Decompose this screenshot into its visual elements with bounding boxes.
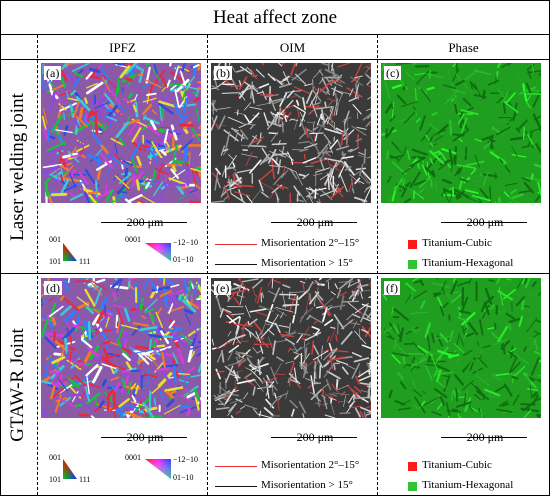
scale-bar-label: 200 μm — [126, 215, 164, 229]
legend-swatch-hexagonal — [408, 260, 417, 269]
scale-bar-label: 200 μm — [296, 215, 334, 229]
panel-ipfz-laser: (a) — [41, 63, 201, 203]
column-header-ipfz: IPFZ — [109, 40, 136, 55]
legend-label: Titanium-Cubic — [422, 459, 492, 471]
legend-label: Misorientation > 15° — [261, 479, 353, 491]
legend-line-low-angle — [215, 466, 257, 467]
panel-label: (f) — [384, 281, 400, 295]
column-divider — [37, 35, 38, 495]
legend-label: Titanium-Hexagonal — [422, 257, 514, 269]
ipf-legend-gtaw: 001 101 111 0001 −12−10 01−10 — [41, 453, 201, 489]
row-label-laser: Laser welding joint — [7, 92, 28, 241]
column-divider — [377, 35, 378, 495]
panel-label: (b) — [214, 66, 232, 80]
legend-line-high-angle — [215, 264, 257, 265]
scale-bar — [101, 437, 187, 438]
scale-bar — [441, 437, 527, 438]
column-header-phase: Phase — [448, 40, 479, 55]
scale-bar — [271, 222, 357, 223]
panel-label: (c) — [384, 66, 402, 80]
scale-bar-label: 200 μm — [126, 430, 164, 444]
legend-line-low-angle — [215, 244, 257, 245]
scale-bar — [441, 222, 527, 223]
panel-phase-laser: (c) — [381, 63, 541, 203]
scale-bar — [271, 437, 357, 438]
legend-label: Misorientation 2°–15° — [261, 459, 360, 471]
panel-phase-gtaw: (f) — [381, 278, 541, 418]
panel-oim-laser: (b) — [211, 63, 371, 203]
column-divider — [207, 35, 208, 495]
column-header-oim: OIM — [279, 40, 306, 55]
divider — [1, 273, 549, 274]
legend-line-high-angle — [215, 486, 257, 487]
scale-bar-label: 200 μm — [466, 215, 504, 229]
panel-label: (a) — [44, 66, 62, 80]
scale-bar-label: 200 μm — [466, 430, 504, 444]
panel-label: (e) — [214, 281, 232, 295]
ipf-triangle-icon — [63, 459, 171, 479]
ipf-legend-laser: 001 101 111 0001 −12−10 01−10 — [41, 233, 201, 269]
divider — [1, 34, 549, 35]
panel-oim-gtaw: (e) — [211, 278, 371, 418]
panel-label: (d) — [44, 281, 62, 295]
legend-label: Titanium-Cubic — [422, 237, 492, 249]
panel-ipfz-gtaw: (d) — [41, 278, 201, 418]
divider — [1, 59, 549, 60]
scale-bar-label: 200 μm — [296, 430, 334, 444]
legend-swatch-cubic — [408, 462, 417, 471]
legend-label: Misorientation > 15° — [261, 257, 353, 269]
legend-label: Titanium-Hexagonal — [422, 479, 514, 491]
row-label-gtaw: GTAW-R Joint — [7, 327, 28, 442]
legend-label: Misorientation 2°–15° — [261, 237, 360, 249]
legend-swatch-cubic — [408, 240, 417, 249]
ipf-triangle-icon — [63, 243, 171, 261]
scale-bar — [101, 222, 187, 223]
figure-title: Heat affect zone — [212, 7, 338, 28]
legend-swatch-hexagonal — [408, 482, 417, 491]
